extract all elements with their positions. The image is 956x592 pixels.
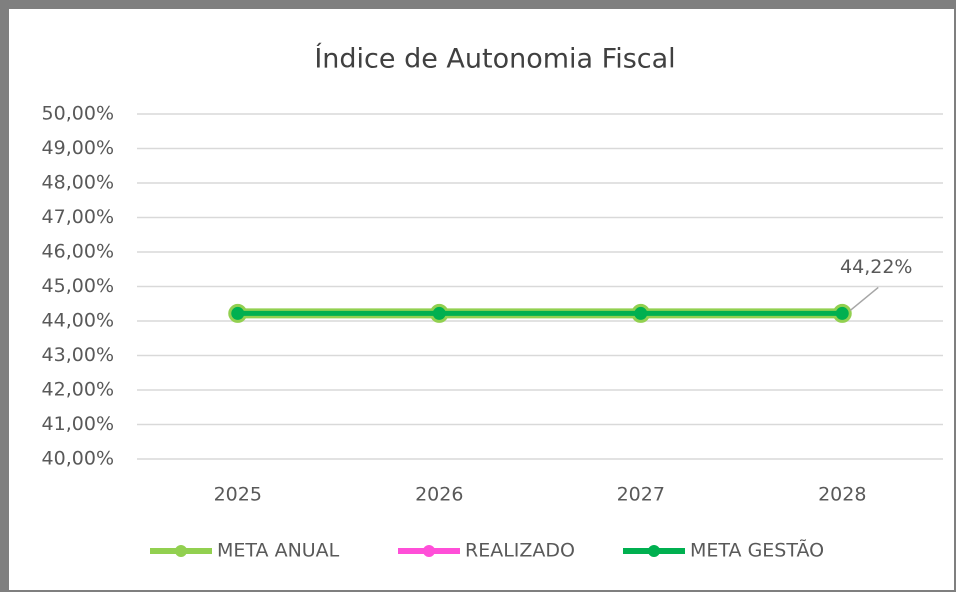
y-tick-label: 50,00% xyxy=(42,103,114,125)
y-tick-label: 43,00% xyxy=(42,344,114,366)
point-marker xyxy=(835,306,849,320)
y-tick-label: 40,00% xyxy=(42,448,114,470)
point-marker xyxy=(432,306,446,320)
legend-marker xyxy=(175,545,187,557)
x-tick-label: 2025 xyxy=(214,484,262,506)
y-tick-label: 42,00% xyxy=(42,379,114,401)
y-tick-label: 47,00% xyxy=(42,206,114,228)
chart-area xyxy=(9,9,954,590)
legend-label: REALIZADO xyxy=(465,540,575,562)
y-tick-label: 44,00% xyxy=(42,310,114,332)
point-marker xyxy=(634,306,648,320)
legend-marker xyxy=(648,545,660,557)
legend-label: META GESTÃO xyxy=(690,539,824,562)
y-tick-label: 46,00% xyxy=(42,241,114,263)
data-label: 44,22% xyxy=(840,256,912,278)
leader-line xyxy=(849,286,879,311)
legend-marker xyxy=(423,545,435,557)
legend-label: META ANUAL xyxy=(217,540,340,562)
y-tick-label: 45,00% xyxy=(42,275,114,297)
x-tick-label: 2028 xyxy=(818,484,866,506)
x-tick-label: 2027 xyxy=(617,484,665,506)
y-tick-label: 48,00% xyxy=(42,172,114,194)
point-marker xyxy=(231,306,245,320)
y-tick-label: 41,00% xyxy=(42,413,114,435)
chart-title: Índice de Autonomia Fiscal xyxy=(314,43,675,75)
x-tick-label: 2026 xyxy=(415,484,463,506)
y-tick-label: 49,00% xyxy=(42,137,114,159)
